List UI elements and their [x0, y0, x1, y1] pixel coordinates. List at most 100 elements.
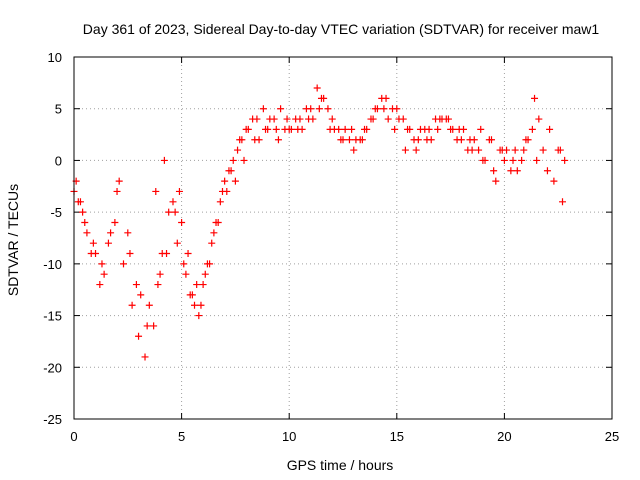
data-point — [128, 301, 136, 309]
data-point — [262, 125, 270, 133]
axis-ticks — [73, 56, 613, 420]
series-satellite-track-3 — [74, 94, 564, 309]
data-point — [98, 260, 106, 268]
data-point — [363, 125, 371, 133]
data-point — [227, 167, 235, 175]
data-point — [434, 125, 442, 133]
data-point — [395, 115, 403, 123]
data-point — [449, 125, 457, 133]
data-point — [124, 229, 132, 237]
data-point — [509, 156, 517, 164]
data-point — [546, 125, 554, 133]
data-point — [500, 156, 508, 164]
data-point — [184, 250, 192, 258]
data-point — [113, 187, 121, 195]
data-point — [154, 281, 162, 289]
data-point — [416, 125, 424, 133]
y-tick-label: -15 — [43, 309, 62, 324]
data-point — [141, 353, 149, 361]
data-point — [210, 229, 218, 237]
data-point — [135, 332, 143, 340]
data-point — [315, 105, 323, 113]
data-point — [292, 115, 300, 123]
data-point — [438, 115, 446, 123]
data-point — [244, 125, 252, 133]
y-tick-label: 10 — [48, 50, 62, 65]
data-point — [528, 125, 536, 133]
data-point — [556, 146, 564, 154]
data-point — [208, 239, 216, 247]
data-point — [487, 136, 495, 144]
data-point — [201, 270, 209, 278]
data-point — [119, 260, 127, 268]
data-point — [199, 281, 207, 289]
data-point — [143, 322, 151, 330]
data-point — [466, 136, 474, 144]
data-point — [490, 167, 498, 175]
series-satellite-track-4 — [152, 94, 539, 309]
data-point — [229, 156, 237, 164]
data-point — [524, 136, 532, 144]
y-tick-label: 5 — [55, 102, 62, 117]
y-tick-labels: -25 -20 -15 -10 -5 0 5 10 — [43, 50, 62, 427]
data-point — [410, 136, 418, 144]
data-point — [337, 136, 345, 144]
data-point — [350, 146, 358, 154]
data-point — [498, 146, 506, 154]
data-point — [388, 105, 396, 113]
data-point — [475, 146, 483, 154]
data-point — [193, 281, 201, 289]
x-tick-label: 10 — [282, 429, 296, 444]
data-point — [234, 146, 242, 154]
data-point — [550, 177, 558, 185]
data-point — [432, 115, 440, 123]
data-point — [81, 218, 89, 226]
data-point — [281, 125, 289, 133]
data-point — [287, 125, 295, 133]
data-point — [477, 125, 485, 133]
data-point — [111, 218, 119, 226]
data-point — [236, 136, 244, 144]
data-point — [328, 115, 336, 123]
chart-title: Day 361 of 2023, Sidereal Day-to-day VTE… — [83, 21, 600, 37]
data-point — [182, 270, 190, 278]
data-point — [100, 270, 108, 278]
series-satellite-track-1 — [70, 94, 569, 340]
data-point — [391, 125, 399, 133]
data-point — [87, 250, 95, 258]
data-point — [169, 198, 177, 206]
data-point — [156, 270, 164, 278]
y-tick-label: -20 — [43, 360, 62, 375]
data-point — [74, 198, 82, 206]
data-point — [165, 208, 173, 216]
data-point — [401, 146, 409, 154]
data-point — [126, 250, 134, 258]
data-point — [266, 115, 274, 123]
data-point — [221, 177, 229, 185]
data-point — [539, 146, 547, 154]
data-point — [251, 136, 259, 144]
data-point — [191, 301, 199, 309]
data-point — [559, 198, 567, 206]
data-point — [274, 136, 282, 144]
data-point — [272, 125, 280, 133]
data-point — [180, 260, 188, 268]
data-point — [214, 218, 222, 226]
data-point — [178, 218, 186, 226]
data-point — [453, 136, 461, 144]
data-point — [283, 115, 291, 123]
data-point — [158, 250, 166, 258]
data-point — [535, 115, 543, 123]
x-tick-labels: 0 5 10 15 20 25 — [70, 429, 619, 444]
data-point — [444, 115, 452, 123]
data-point — [513, 167, 521, 175]
y-tick-label: -25 — [43, 412, 62, 427]
data-point — [384, 115, 392, 123]
data-point — [152, 187, 160, 195]
grid-lines — [74, 57, 612, 419]
data-point — [313, 84, 321, 92]
x-tick-label: 25 — [605, 429, 619, 444]
data-point — [115, 177, 123, 185]
y-tick-label: 0 — [55, 153, 62, 168]
data-point — [341, 125, 349, 133]
